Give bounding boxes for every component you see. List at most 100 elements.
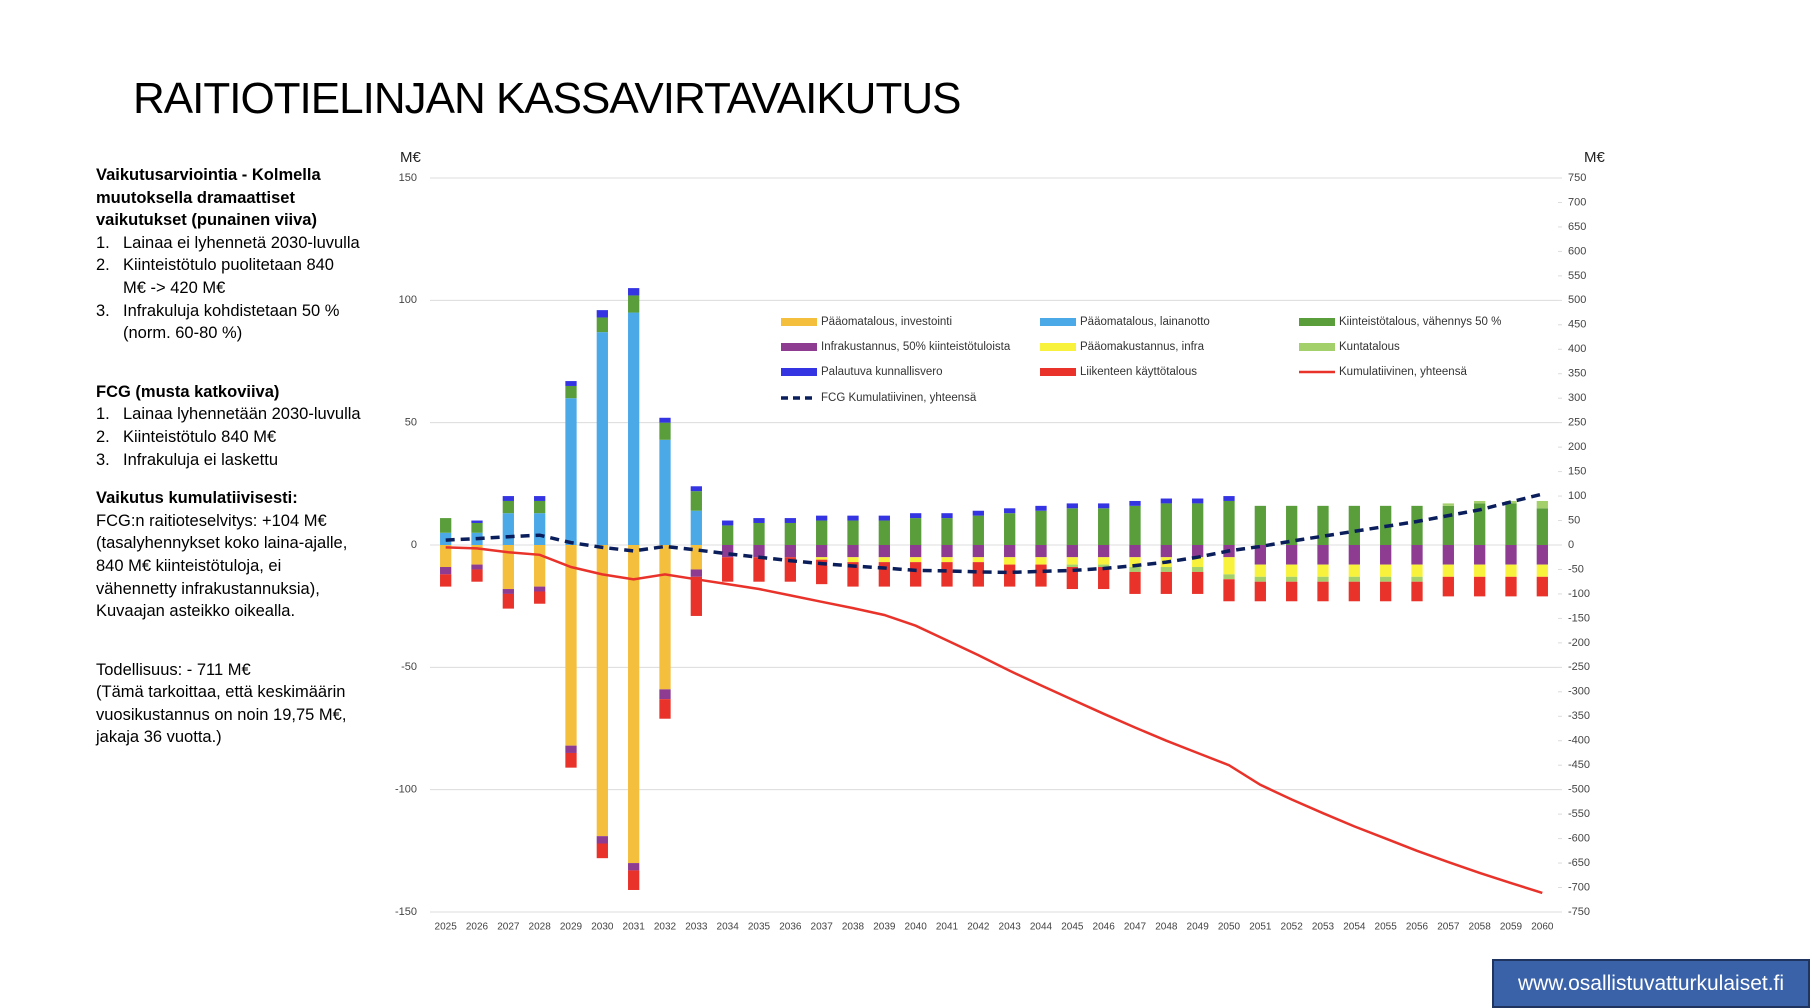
legend-label: Infrakustannus, 50% kiinteistötuloista [821,341,1011,353]
bar-segment [534,586,546,592]
bar-segment [1286,564,1298,577]
x-tick-label: 2046 [1093,922,1116,933]
side-block: Vaikutus kumulatiivisesti: [96,487,396,510]
bar-segment [502,589,514,594]
footer-link[interactable]: www.osallistuvatturkulaiset.fi [1492,959,1810,1008]
bar-segment [471,545,483,565]
bar-segment [1317,505,1329,545]
x-tick-label: 2029 [560,922,583,933]
y2-tick-label: -350 [1568,710,1590,722]
bar-segment [1286,576,1298,582]
bar-segment [941,545,953,558]
bar-segment [753,522,765,545]
bar-segment [659,689,671,700]
x-tick-label: 2059 [1500,922,1523,933]
bar-segment [1066,503,1078,509]
bar-segment [596,843,608,859]
y2-tick-label: 450 [1568,319,1586,331]
bar-segment [502,496,514,501]
side-block: Vaikutusarviointia - Kolmella muutoksella… [96,164,396,232]
item-line: Lainaa ei lyhennetä 2030-luvulla [123,233,360,252]
side-block: 1. Lainaa ei lyhennetä 2030-luvulla 2. Kiin… [96,232,396,345]
bar-segment [1160,567,1172,572]
bar-segment [1192,503,1204,545]
bar-segment [1004,545,1016,558]
bar-segment [440,518,452,533]
bar-segment [565,545,577,746]
item-line: Kiinteistötulo puolitetaan 840 [123,256,334,275]
bar-segment [1505,576,1517,597]
bar-segment [784,518,796,523]
x-tick-label: 2044 [1030,922,1053,933]
bar-segment [1192,557,1204,568]
y2-tick-label: 250 [1568,417,1586,429]
y2-tick-label: 500 [1568,294,1586,306]
bar-segment [1348,576,1360,582]
bar-segment [1505,545,1517,565]
y2-tick-label: 600 [1568,245,1586,257]
y-tick-label: 100 [399,294,417,306]
item-number: 2. [96,427,110,446]
bar-segment [471,564,483,570]
title: RAITIOTIELINJAN KASSAVIRTAVAIKUTUS [133,74,961,123]
legend-label: Pääomatalous, investointi [821,316,952,328]
bar-segment [471,569,483,582]
x-tick-label: 2039 [873,922,896,933]
bar-segment [1035,545,1047,558]
bar-segment [1380,581,1392,602]
bar-segment [847,520,859,545]
bar-segment [1066,564,1078,568]
bar-segment [1536,576,1548,597]
bar-segment [753,545,765,558]
bar-segment [1411,545,1423,565]
bar-segment [690,486,702,492]
bar-segment [1474,545,1486,565]
bar-segment [816,515,828,521]
bar-segment [972,510,984,516]
bar-segment [659,439,671,545]
legend-label: Pääomatalous, lainanotto [1080,316,1210,328]
bar-segment [1442,564,1454,577]
x-tick-label: 2036 [779,922,802,933]
bar-segment [1411,505,1423,545]
side-line: vähennetty infrakustannuksia), [96,579,320,598]
y2-tick-label: -150 [1568,612,1590,624]
bar-segment [1505,500,1517,504]
bar-segment [596,310,608,318]
bar-segment [596,836,608,844]
bar-segment [1160,545,1172,558]
bar-segment [502,593,514,609]
x-tick-label: 2058 [1469,922,1492,933]
bar-segment [878,562,890,587]
bar-segment [1160,503,1172,545]
y2-tick-label: 0 [1568,539,1574,551]
bar-segment [1098,545,1110,558]
x-tick-label: 2026 [466,922,489,933]
bar-segment [1317,564,1329,577]
legend-label: Kumulatiivinen, yhteensä [1339,366,1467,378]
bar-segment [628,312,640,545]
bar-segment [816,559,828,585]
y2-tick-label: -650 [1568,857,1590,869]
y-tick-label: 50 [405,417,417,429]
bar-segment [565,745,577,753]
item-line: Infrakuluja kohdistetaan 50 % [123,301,340,320]
bar-segment [1254,576,1266,582]
x-tick-label: 2052 [1281,922,1304,933]
bar-segment [1286,545,1298,565]
bar-segment [1129,557,1141,568]
item-line: Infrakuluja ei laskettu [123,450,279,469]
bar-segment [1129,571,1141,594]
bar-segment [1098,503,1110,509]
legend-swatch [1040,318,1076,326]
bar-segment [722,525,734,545]
bar-segment [816,557,828,560]
bar-segment [847,562,859,587]
y-tick-label: -150 [395,906,417,918]
bar-segment [753,557,765,582]
bar-segment [502,500,514,514]
bar-segment [1129,500,1141,506]
bar-segment [502,545,514,590]
bar-segment [1505,564,1517,577]
bar-segment [1474,500,1486,504]
